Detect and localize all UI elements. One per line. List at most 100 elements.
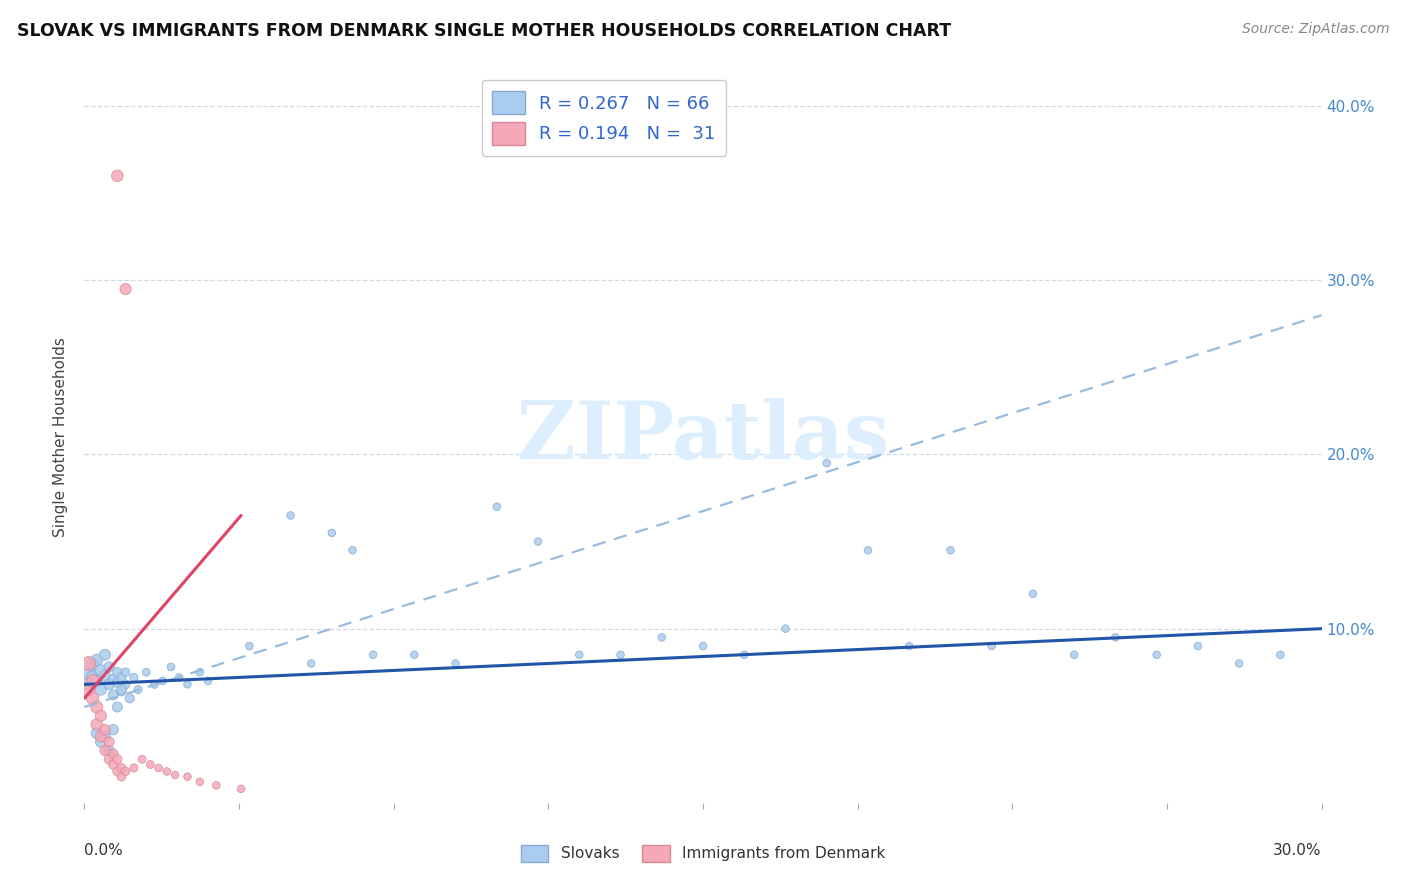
Legend: Slovaks, Immigrants from Denmark: Slovaks, Immigrants from Denmark [515, 838, 891, 868]
Point [94, 648, 117, 662]
Point [299, 657, 322, 671]
Point [139, 757, 162, 772]
Point [90, 664, 112, 678]
Point [856, 543, 879, 558]
Point [143, 677, 166, 691]
Point [176, 677, 198, 691]
Point [98, 660, 121, 674]
Point [229, 781, 252, 796]
Point [131, 752, 153, 766]
Point [105, 752, 128, 766]
Point [1104, 631, 1126, 645]
Point [105, 665, 128, 680]
Point [103, 723, 125, 737]
Point [127, 682, 149, 697]
Point [105, 764, 128, 779]
Text: ZIPatlas: ZIPatlas [517, 398, 889, 476]
Point [135, 665, 157, 680]
Point [90, 735, 112, 749]
Point [1022, 587, 1045, 601]
Point [1146, 648, 1168, 662]
Point [609, 648, 631, 662]
Point [1187, 639, 1209, 653]
Point [815, 456, 838, 470]
Point [110, 684, 132, 698]
Point [527, 534, 550, 549]
Point [110, 682, 132, 697]
Point [77, 677, 100, 691]
Point [105, 700, 128, 714]
Point [342, 543, 364, 558]
Point [110, 770, 132, 784]
Point [980, 639, 1002, 653]
Point [94, 743, 117, 757]
Point [103, 757, 125, 772]
Point [568, 648, 591, 662]
Point [114, 282, 136, 296]
Point [156, 764, 179, 779]
Point [86, 700, 108, 714]
Point [114, 665, 136, 680]
Point [94, 723, 117, 737]
Point [103, 747, 125, 761]
Point [90, 730, 112, 744]
Point [82, 691, 104, 706]
Point [404, 648, 426, 662]
Point [86, 717, 108, 731]
Point [103, 688, 125, 702]
Point [167, 670, 190, 684]
Point [82, 673, 104, 688]
Point [103, 672, 125, 686]
Point [82, 670, 104, 684]
Point [105, 675, 128, 690]
Point [77, 682, 100, 697]
Point [114, 677, 136, 691]
Point [152, 673, 174, 688]
Point [898, 639, 921, 653]
Point [692, 639, 714, 653]
Point [1063, 648, 1085, 662]
Text: SLOVAK VS IMMIGRANTS FROM DENMARK SINGLE MOTHER HOUSEHOLDS CORRELATION CHART: SLOVAK VS IMMIGRANTS FROM DENMARK SINGLE… [17, 22, 950, 40]
Point [485, 500, 508, 514]
Point [90, 682, 112, 697]
Point [122, 761, 145, 775]
Y-axis label: Single Mother Households: Single Mother Households [53, 337, 69, 537]
Point [105, 169, 128, 183]
Point [114, 764, 136, 779]
Point [939, 543, 962, 558]
Point [148, 761, 170, 775]
Point [1227, 657, 1250, 671]
Point [82, 657, 104, 671]
Point [86, 653, 108, 667]
Text: Source: ZipAtlas.com: Source: ZipAtlas.com [1241, 22, 1389, 37]
Point [94, 668, 117, 682]
Text: 30.0%: 30.0% [1274, 843, 1322, 858]
Point [205, 778, 228, 792]
Point [98, 752, 121, 766]
Point [733, 648, 755, 662]
Point [122, 670, 145, 684]
Point [238, 639, 260, 653]
Point [110, 761, 132, 775]
Point [197, 673, 219, 688]
Point [321, 525, 343, 540]
Point [110, 670, 132, 684]
Point [188, 775, 211, 789]
Point [165, 768, 187, 782]
Point [280, 508, 302, 523]
Point [90, 708, 112, 723]
Point [77, 657, 100, 671]
Text: 0.0%: 0.0% [84, 843, 124, 858]
Point [77, 665, 100, 680]
Point [86, 673, 108, 688]
Point [361, 648, 384, 662]
Point [176, 770, 198, 784]
Point [98, 677, 121, 691]
Point [118, 691, 141, 706]
Point [444, 657, 467, 671]
Point [651, 631, 673, 645]
Point [94, 730, 117, 744]
Point [98, 743, 121, 757]
Point [86, 726, 108, 740]
Point [160, 660, 183, 674]
